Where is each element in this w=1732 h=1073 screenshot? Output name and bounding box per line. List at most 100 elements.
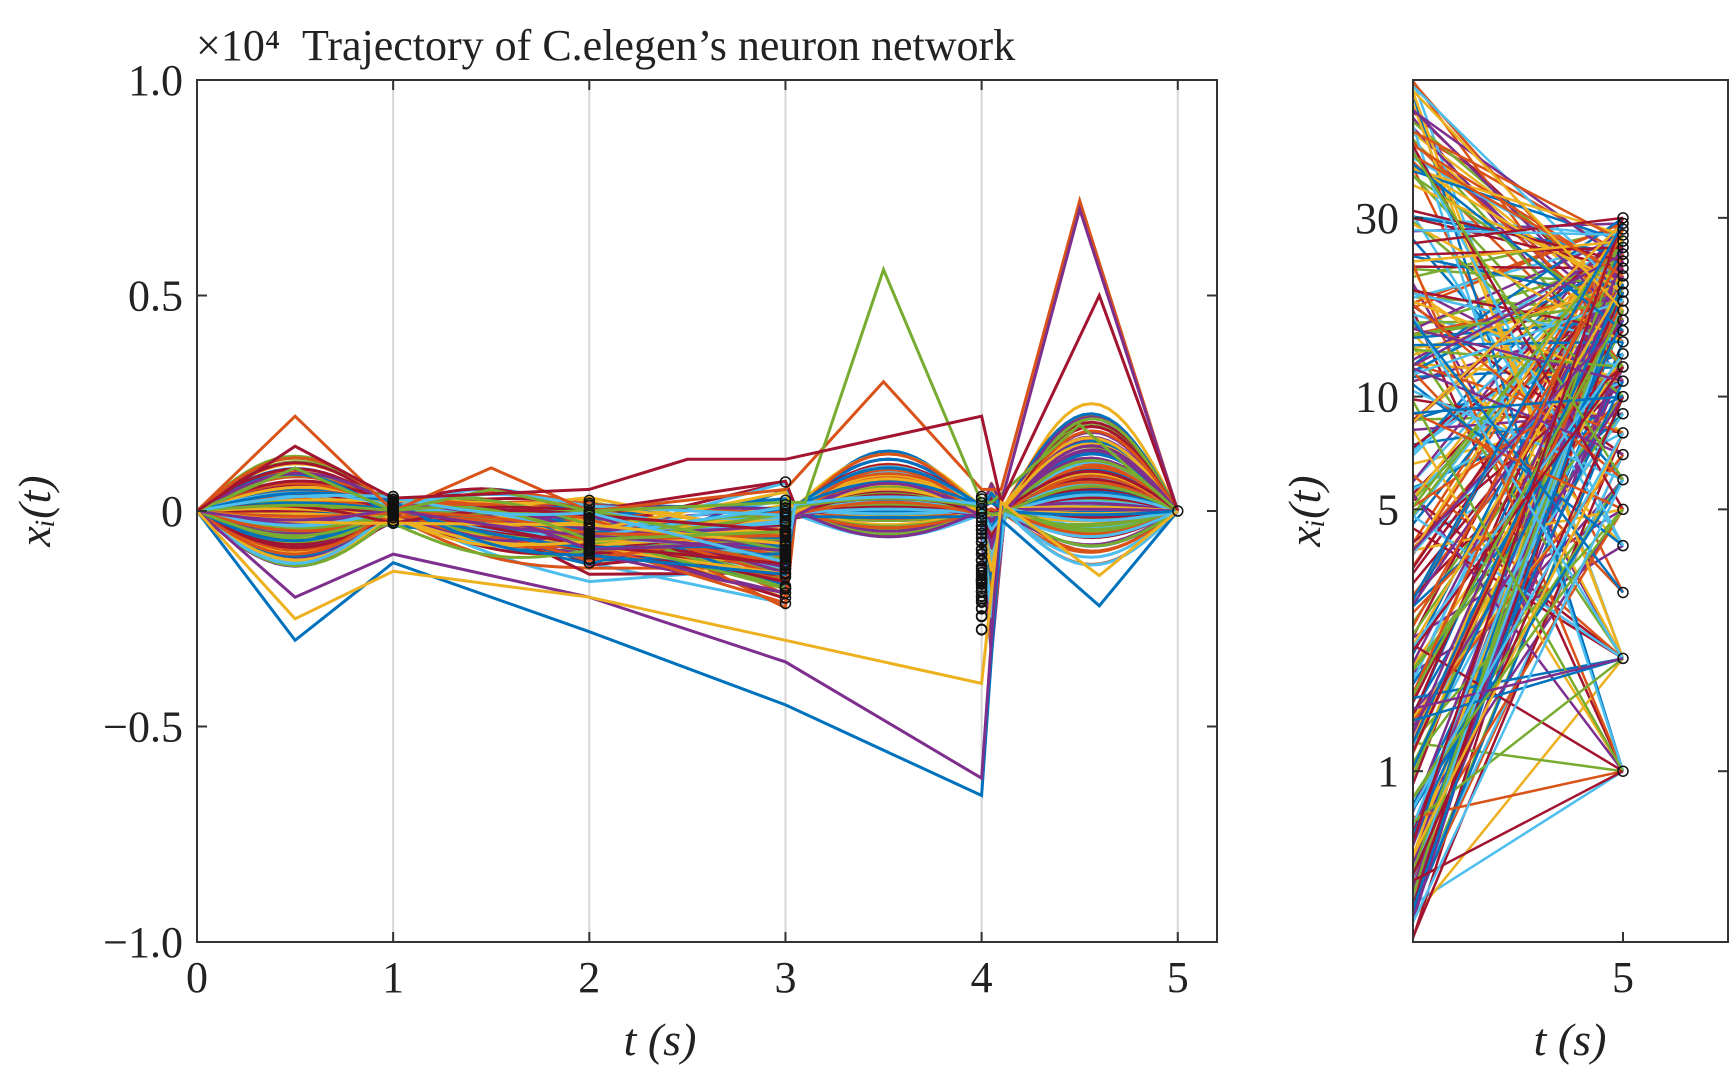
log-trajectory-line	[1413, 163, 1624, 332]
sample-marker	[975, 581, 988, 593]
trajectory-line	[197, 499, 1179, 686]
end-marker	[1617, 473, 1629, 486]
sample-marker	[583, 531, 596, 543]
sample-marker	[583, 513, 596, 525]
x-axis-ticks: 0 1 2 3 4 5	[186, 80, 1189, 1002]
sample-marker	[583, 543, 596, 556]
end-marker	[1617, 217, 1629, 230]
end-marker	[1617, 765, 1629, 777]
sample-marker	[975, 527, 988, 540]
log-trajectory-line	[1413, 216, 1624, 245]
sample-marker	[975, 560, 988, 573]
y-tick-label: 0.5	[128, 272, 183, 321]
sample-marker	[779, 543, 792, 556]
log-trajectory-line	[1413, 151, 1625, 481]
log-trajectory-line	[1413, 770, 1624, 882]
sample-marker	[387, 506, 399, 519]
log-trajectory-line	[1413, 291, 1625, 910]
log-y-tick-label: 30	[1355, 194, 1399, 243]
log-trajectory-line	[1413, 348, 1624, 369]
log-y-axis-ticks: 1 5 10 30	[1355, 194, 1728, 796]
log-trajectory-line	[1413, 209, 1624, 263]
log-trajectory-line	[1413, 144, 1624, 277]
log-trajectory-line	[1413, 380, 1625, 836]
end-marker	[1617, 270, 1629, 282]
end-marker	[1617, 361, 1629, 373]
sample-marker	[387, 497, 399, 510]
y-axis-ticks: 1.0 0.5 0 −0.5 −1.0	[103, 56, 1217, 967]
sample-markers	[387, 476, 1184, 636]
sample-marker	[779, 494, 792, 506]
log-trajectory-line	[1413, 770, 1624, 906]
log-trajectory-line	[1413, 319, 1624, 552]
log-trajectory-line	[1413, 316, 1625, 660]
sample-marker	[975, 602, 988, 614]
log-trajectory-line	[1413, 299, 1624, 376]
sample-marker	[975, 497, 988, 509]
trajectory-line	[197, 471, 1178, 551]
log-trajectory-line	[1413, 395, 1624, 415]
sample-marker	[583, 538, 596, 550]
log-chart: 5 1 5 10 30 t (s) xᵢ(t)	[1279, 79, 1729, 1065]
sample-marker	[779, 476, 792, 488]
log-trajectory-line	[1413, 228, 1624, 237]
end-marker	[1617, 235, 1629, 247]
end-marker	[1617, 336, 1629, 348]
x-tick-label: 1	[382, 953, 404, 1002]
sample-marker	[779, 508, 792, 520]
log-trajectory-line	[1413, 253, 1625, 627]
sample-marker	[779, 571, 792, 583]
y-tick-label: 0	[161, 487, 183, 536]
main-chart: ×10⁴ Trajectory of C.elegen’s neuron net…	[9, 21, 1218, 1065]
y-axis-label: xᵢ(t)	[9, 475, 60, 547]
log-trajectory-line	[1413, 283, 1625, 646]
end-marker	[1617, 248, 1629, 260]
trajectory-line	[197, 442, 1179, 572]
log-end-markers	[1617, 212, 1629, 777]
end-marker	[1617, 223, 1629, 235]
end-marker	[1617, 241, 1629, 254]
sample-marker	[1172, 505, 1184, 517]
log-trajectory-line	[1413, 290, 1624, 336]
sample-marker	[975, 555, 988, 567]
log-trajectory-line	[1413, 222, 1625, 601]
x-tick-label: 5	[1167, 953, 1189, 1002]
log-x-axis-label: t (s)	[1534, 1014, 1607, 1065]
log-trajectory-line	[1413, 239, 1624, 263]
trajectory-line	[197, 493, 1179, 619]
sample-marker	[779, 538, 792, 550]
log-trajectory-line	[1413, 103, 1625, 659]
end-marker	[1617, 586, 1629, 599]
sample-marker	[387, 490, 399, 503]
sample-marker	[975, 508, 988, 520]
sample-marker	[387, 517, 399, 529]
end-marker	[1617, 448, 1629, 461]
trajectory-line	[197, 204, 1180, 781]
y-tick-label: 1.0	[128, 56, 183, 105]
log-x-tick-label: 5	[1612, 953, 1634, 1002]
sample-marker	[975, 623, 988, 635]
log-trajectory-line	[1413, 125, 1625, 772]
end-marker	[1617, 375, 1629, 387]
sample-marker	[779, 524, 792, 537]
sample-marker	[975, 543, 988, 555]
x-axis-label: t (s)	[624, 1014, 697, 1065]
end-marker	[1617, 539, 1629, 552]
sample-marker	[975, 610, 988, 623]
end-marker	[1617, 390, 1629, 403]
trajectory-line	[197, 491, 1179, 567]
sample-marker	[779, 498, 792, 511]
sample-marker	[779, 502, 792, 515]
sample-marker	[779, 556, 792, 569]
log-trajectory-line	[1413, 260, 1625, 735]
log-trajectory-line	[1413, 283, 1625, 872]
sample-marker	[583, 507, 596, 519]
y-tick-label: −0.5	[103, 703, 183, 752]
log-trajectory-line	[1413, 164, 1624, 294]
log-trajectory-line	[1413, 396, 1625, 876]
end-marker	[1617, 503, 1629, 516]
log-trajectory-line	[1413, 169, 1624, 243]
sample-marker	[975, 547, 988, 560]
end-marker	[1617, 427, 1629, 439]
